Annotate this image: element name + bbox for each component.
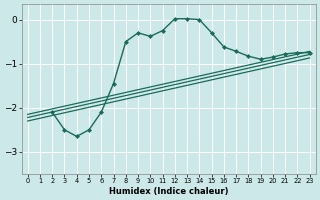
X-axis label: Humidex (Indice chaleur): Humidex (Indice chaleur) — [109, 187, 228, 196]
